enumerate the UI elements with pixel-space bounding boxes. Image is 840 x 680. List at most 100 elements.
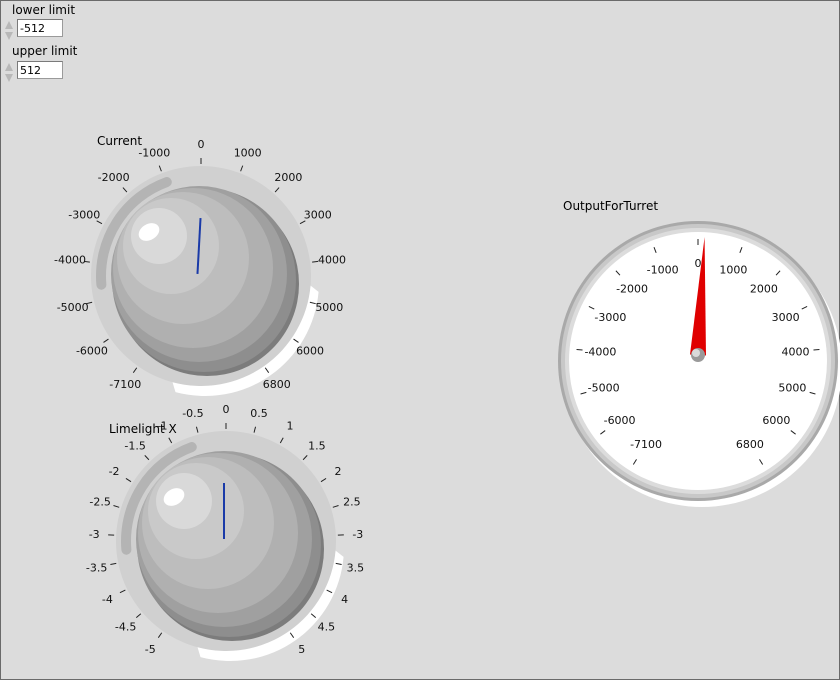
limelight-x-tick <box>113 505 120 508</box>
limelight-x-tick-label: 4 <box>341 593 348 606</box>
gauge-tick <box>653 247 657 253</box>
current-tick-label: -4000 <box>54 254 86 267</box>
gauge-tick <box>576 348 583 351</box>
gauge-tick-label: 6000 <box>762 414 790 427</box>
gauge-tick-label: 0 <box>695 257 702 270</box>
current-tick-label: -5000 <box>57 301 89 314</box>
limelight-x-tick-label: -3 <box>89 528 100 541</box>
current-tick-label: 6000 <box>296 344 324 357</box>
limelight-x-knob[interactable]: -5 -4.5 -4 -3.5 -3 -2.5 -2 -1.5 -1 -0.5 0 0.5 1 1.5 2 2… <box>41 403 371 679</box>
limelight-x-tick-label: -4 <box>102 593 113 606</box>
limelight-x-tick <box>335 562 342 566</box>
gauge-tick <box>759 459 764 465</box>
limelight-x-tick-label: 3.5 <box>347 561 365 574</box>
gauge-tick <box>790 430 796 435</box>
gauge-needle <box>690 237 706 356</box>
gauge-tick-label: 6800 <box>736 438 764 451</box>
upper-limit-input[interactable] <box>17 61 63 79</box>
limelight-x-tick-label: 1.5 <box>308 439 326 452</box>
gauge-tick-label: 3000 <box>772 311 800 324</box>
limelight-x-knob-label: Limelight X <box>109 422 177 436</box>
current-tick <box>122 187 128 193</box>
limelight-x-tick <box>110 562 117 566</box>
current-tick-label: 2000 <box>274 171 302 184</box>
current-tick-label: -1000 <box>138 147 170 160</box>
limelight-x-tick <box>320 478 327 483</box>
current-tick <box>299 220 306 225</box>
increment-arrow-icon[interactable] <box>5 63 13 71</box>
limelight-x-tick <box>157 632 163 638</box>
gauge-tick <box>813 348 820 351</box>
gauge-tick-label: -1000 <box>647 264 679 277</box>
decrement-arrow-icon[interactable] <box>5 32 13 40</box>
current-tick <box>274 187 280 193</box>
increment-arrow-icon[interactable] <box>5 21 13 29</box>
current-tick <box>86 301 93 305</box>
current-tick <box>96 220 103 225</box>
current-tick <box>240 165 244 172</box>
upper-limit-control <box>3 61 67 82</box>
limelight-x-tick <box>302 455 308 461</box>
limelight-x-tick <box>289 632 295 638</box>
current-tick <box>312 260 319 263</box>
current-tick <box>103 338 109 343</box>
gauge-tick-label: -4000 <box>584 346 616 359</box>
current-knob-label: Current <box>97 134 143 148</box>
current-tick-label: -6000 <box>76 344 108 357</box>
limelight-x-tick-label: 4.5 <box>318 621 336 634</box>
limelight-x-tick-label: -3.5 <box>86 561 107 574</box>
limelight-x-tick <box>332 505 339 508</box>
current-tick <box>309 301 316 305</box>
gauge-tick-label: 4000 <box>782 346 810 359</box>
lower-limit-label: lower limit <box>12 3 76 17</box>
current-tick-label: 1000 <box>234 147 262 160</box>
gauge-tick <box>580 391 587 395</box>
limelight-x-tick-label: 2.5 <box>343 495 361 508</box>
limelight-x-tick-label: 0.5 <box>250 407 268 420</box>
gauge-tick <box>809 391 816 395</box>
current-tick-label: 5000 <box>315 301 343 314</box>
current-tick-label: 6800 <box>263 378 291 391</box>
gauge-tick <box>588 305 595 310</box>
limelight-x-tick-label: -5 <box>145 643 156 656</box>
limelight-x-tick-label: -1.5 <box>124 439 145 452</box>
limelight-x-tick-label: 1 <box>286 420 293 433</box>
gauge-label: OutputForTurret <box>563 199 659 213</box>
limelight-x-tick-label: -0.5 <box>182 407 203 420</box>
gauge-tick-label: -6000 <box>604 414 636 427</box>
current-knob[interactable]: -7100 -6000 -5000 -4000 -3000 -2000 -1000 0 1000… <box>21 131 351 411</box>
gauge-tick-label: -5000 <box>588 382 620 395</box>
limelight-x-tick-label: 2 <box>334 465 341 478</box>
lower-limit-control <box>3 19 67 40</box>
limelight-x-tick <box>253 426 257 433</box>
limelight-x-tick <box>168 437 173 444</box>
limelight-x-tick-label: -1 <box>157 420 168 433</box>
gauge-tick-label: 5000 <box>778 382 806 395</box>
current-tick-label: 0 <box>198 138 205 151</box>
gauge-tick <box>775 270 781 276</box>
limelight-x-tick-label: 5 <box>298 643 305 656</box>
upper-limit-spinner[interactable] <box>3 61 15 85</box>
knob-pointer <box>196 217 202 275</box>
current-tick-label: -2000 <box>98 171 130 184</box>
current-tick <box>293 338 299 343</box>
current-tick-label: 3000 <box>304 208 332 221</box>
lower-limit-input[interactable] <box>17 19 63 37</box>
current-tick-label: 4000 <box>318 254 346 267</box>
current-tick <box>158 165 162 172</box>
limelight-x-tick-label: -2.5 <box>89 495 110 508</box>
limelight-x-tick <box>326 589 333 594</box>
limelight-x-tick <box>125 478 132 483</box>
decrement-arrow-icon[interactable] <box>5 74 13 82</box>
limelight-x-tick <box>135 613 142 619</box>
current-tick <box>132 367 138 373</box>
output-for-turret-gauge: -7100 -6000 -5000 -4000 -3000 -2000 -1000 0 1000… <box>558 221 840 507</box>
lower-limit-spinner[interactable] <box>3 19 15 43</box>
gauge-tick <box>615 270 621 276</box>
limelight-x-tick <box>195 426 199 433</box>
current-tick <box>264 367 270 373</box>
current-tick <box>83 260 90 263</box>
limelight-x-tick <box>279 437 284 444</box>
gauge-tick-label: -3000 <box>594 311 626 324</box>
